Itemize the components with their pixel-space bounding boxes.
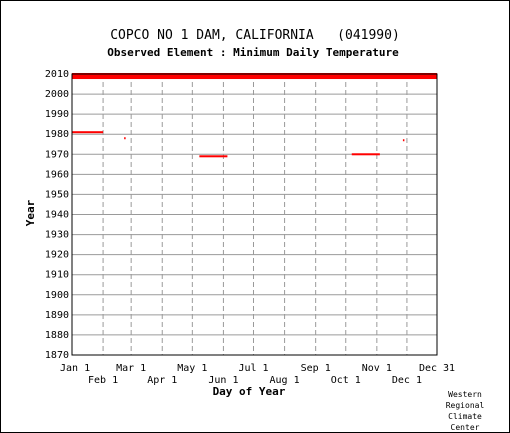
- credit-line: Center: [450, 423, 480, 432]
- data-segment: [199, 155, 228, 158]
- y-axis-label: Year: [24, 199, 37, 226]
- data-marks: [72, 72, 437, 158]
- y-tick-label: 2000: [45, 89, 69, 100]
- data-segment: [402, 139, 405, 142]
- data-segment: [72, 77, 437, 80]
- y-tick-label: 1990: [45, 109, 69, 120]
- data-segment: [72, 75, 437, 78]
- y-tick-label: 1970: [45, 149, 69, 160]
- x-tick-label: Oct 1: [331, 375, 361, 386]
- x-tick-label: Jan 1: [60, 363, 90, 374]
- credit-line: Climate: [448, 412, 482, 421]
- y-tick-labels: 1870 1880 1890 1900 1910 1920 1930 1940 1950 1960…: [45, 69, 69, 361]
- credit-block: Western Regional Climate Center: [435, 389, 495, 433]
- credit-line: Regional: [445, 401, 485, 410]
- y-tick-label: 1930: [45, 230, 69, 241]
- y-tick-label: 1960: [45, 169, 69, 180]
- data-segment: [124, 137, 126, 140]
- x-tick-label: Jun 1: [208, 375, 238, 386]
- x-tick-label: May 1: [177, 363, 207, 374]
- chart-title: COPCO NO 1 DAM, CALIFORNIA (041990): [110, 28, 400, 43]
- x-tick-label: Feb 1: [88, 375, 118, 386]
- y-tick-label: 2010: [45, 69, 69, 80]
- y-tick-label: 1880: [45, 330, 69, 341]
- credit-line: Western: [448, 390, 482, 399]
- y-tick-label: 1980: [45, 129, 69, 140]
- x-tick-label: Sep 1: [301, 363, 331, 374]
- chart-subtitle: Observed Element : Minimum Daily Tempera…: [107, 46, 399, 59]
- y-tick-label: 1940: [45, 210, 69, 221]
- data-segment: [351, 153, 380, 156]
- y-tick-label: 1870: [45, 350, 69, 361]
- data-segment: [72, 131, 104, 134]
- x-axis-label: Day of Year: [213, 385, 286, 398]
- x-tick-label: Apr 1: [147, 375, 177, 386]
- x-tick-label: Dec 1: [392, 375, 422, 386]
- x-tick-labels: Jan 1 Mar 1 May 1 Jul 1 Sep 1 Nov 1 Dec 31 Feb …: [60, 363, 455, 386]
- grid: [71, 73, 438, 356]
- y-tick-label: 1910: [45, 270, 69, 281]
- x-tick-label: Aug 1: [270, 375, 300, 386]
- y-tick-label: 1920: [45, 250, 69, 261]
- y-tick-label: 1900: [45, 290, 69, 301]
- y-tick-label: 1950: [45, 189, 69, 200]
- plot-border: [71, 73, 438, 356]
- x-tick-label: Mar 1: [116, 363, 146, 374]
- x-tick-label: Dec 31: [419, 363, 455, 374]
- x-tick-label: Jul 1: [238, 363, 268, 374]
- y-tick-label: 1890: [45, 310, 69, 321]
- x-tick-label: Nov 1: [362, 363, 392, 374]
